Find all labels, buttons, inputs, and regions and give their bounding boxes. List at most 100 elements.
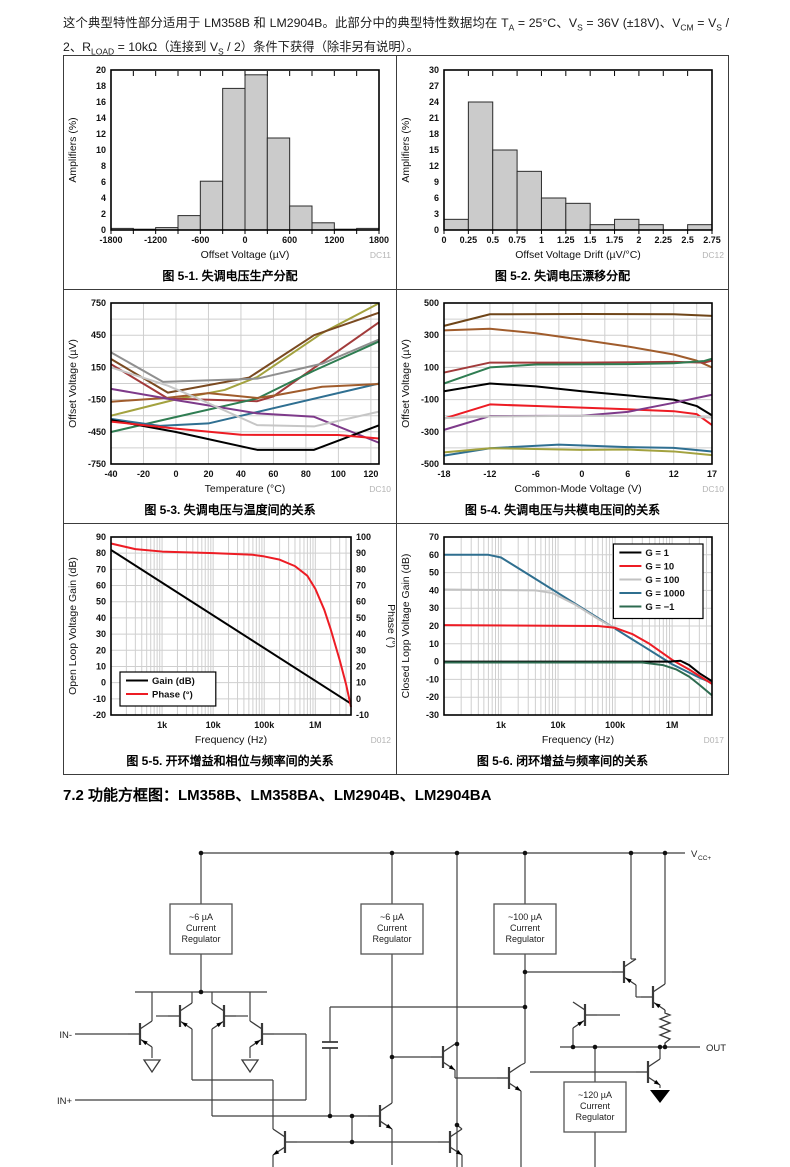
svg-text:D012: D012 (371, 735, 392, 745)
svg-text:0: 0 (101, 678, 106, 688)
vcc-sub-label: CC+ (698, 855, 711, 862)
transistor (166, 1001, 194, 1031)
svg-text:0: 0 (356, 694, 361, 704)
svg-text:27: 27 (428, 81, 438, 91)
svg-text:60: 60 (96, 581, 106, 591)
svg-text:14: 14 (96, 113, 106, 123)
svg-text:0.5: 0.5 (486, 235, 499, 245)
svg-text:1k: 1k (157, 720, 168, 730)
svg-text:100k: 100k (254, 720, 275, 730)
svg-text:60: 60 (268, 469, 278, 479)
svg-text:0: 0 (173, 469, 178, 479)
svg-text:8: 8 (101, 161, 106, 171)
svg-text:2.25: 2.25 (654, 235, 672, 245)
svg-text:120: 120 (363, 469, 378, 479)
svg-text:-18: -18 (437, 469, 450, 479)
svg-text:1k: 1k (496, 720, 507, 730)
svg-text:40: 40 (428, 585, 438, 595)
svg-text:20: 20 (428, 621, 438, 631)
svg-text:Frequency (Hz): Frequency (Hz) (541, 734, 613, 746)
svg-text:Amplifiers (%): Amplifiers (%) (400, 117, 412, 182)
svg-text:1: 1 (538, 235, 543, 245)
svg-text:G = 1: G = 1 (645, 548, 669, 559)
svg-text:Current: Current (580, 1101, 611, 1111)
svg-text:50: 50 (96, 597, 106, 607)
svg-text:-500: -500 (420, 459, 438, 469)
figure-5-2-caption: 图 5-2. 失调电压漂移分配 (494, 269, 631, 283)
svg-text:G = 1000: G = 1000 (645, 589, 684, 600)
svg-text:70: 70 (356, 581, 366, 591)
svg-text:DC10: DC10 (369, 484, 391, 494)
transistor (571, 1000, 599, 1030)
ground-icon (241, 1059, 259, 1073)
svg-text:Regulator: Regulator (181, 934, 220, 944)
svg-text:0: 0 (579, 469, 584, 479)
in-minus-label: IN- (59, 1030, 72, 1041)
svg-text:-750: -750 (88, 459, 106, 469)
svg-text:Current: Current (377, 923, 408, 933)
section-heading: 7.2 功能方框图：LM358B、LM358BA、LM2904B、LM2904B… (63, 787, 492, 804)
transistor (495, 1063, 523, 1093)
svg-text:450: 450 (91, 330, 106, 340)
svg-text:0.25: 0.25 (459, 235, 477, 245)
current-regulator-box-1: ~6 µA Current Regulator (169, 903, 233, 955)
svg-text:-12: -12 (483, 469, 496, 479)
svg-text:18: 18 (96, 81, 106, 91)
svg-text:-6: -6 (531, 469, 539, 479)
svg-text:0: 0 (242, 235, 247, 245)
junction-dots (198, 850, 668, 1145)
figure-5-2-chart: 0 0.25 0.5 0.75 1 1.25 1.5 1.75 2 2.25 2.5 2.75 0 3 6 9… (400, 65, 724, 261)
svg-text:1M: 1M (665, 720, 678, 730)
transistor (210, 1001, 238, 1031)
svg-text:40: 40 (96, 613, 106, 623)
svg-text:80: 80 (301, 469, 311, 479)
svg-text:20: 20 (356, 661, 366, 671)
svg-text:Open Loop Voltage Gain (dB): Open Loop Voltage Gain (dB) (67, 557, 79, 695)
svg-text:4: 4 (101, 193, 106, 203)
resistor (658, 1010, 672, 1047)
svg-text:10k: 10k (550, 720, 566, 730)
svg-text:Regulator: Regulator (372, 934, 411, 944)
svg-text:Offset Voltage (µV): Offset Voltage (µV) (67, 339, 79, 428)
transistor (639, 982, 667, 1012)
svg-text:1M: 1M (309, 720, 322, 730)
figure-5-1-cell: -1800 -1200 -600 0 600 1200 1800 0 2 4 6 8 10 12 14 16 1… (64, 56, 396, 289)
svg-text:Regulator: Regulator (575, 1112, 614, 1122)
typical-characteristics-grid: -1800 -1200 -600 0 600 1200 1800 0 2 4 6 8 10 12 14 16 1… (63, 55, 729, 775)
ground-icon (143, 1059, 161, 1073)
svg-text:DC12: DC12 (702, 250, 724, 260)
svg-text:Gain (dB): Gain (dB) (152, 676, 195, 687)
current-regulator-box-4: ~120 µA Current Regulator (563, 1081, 627, 1133)
svg-text:-30: -30 (425, 710, 438, 720)
svg-text:80: 80 (96, 548, 106, 558)
svg-text:2.75: 2.75 (703, 235, 721, 245)
svg-text:2: 2 (636, 235, 641, 245)
transistor (271, 1127, 299, 1157)
figure-5-5-chart: 1k 10k 100k 1M -20 -10 0 10 20 30 40 50 60 70 80 90 -10 0… (67, 532, 395, 746)
svg-text:24: 24 (428, 97, 438, 107)
svg-text:2: 2 (101, 209, 106, 219)
svg-text:-10: -10 (93, 694, 106, 704)
svg-text:30: 30 (428, 603, 438, 613)
svg-text:~100 µA: ~100 µA (508, 912, 542, 922)
svg-text:100: 100 (356, 532, 371, 542)
svg-text:20: 20 (96, 645, 106, 655)
svg-text:Phase (°): Phase (°) (385, 604, 395, 648)
svg-text:0.75: 0.75 (508, 235, 526, 245)
svg-text:70: 70 (428, 532, 438, 542)
svg-text:90: 90 (356, 548, 366, 558)
in-plus-label: IN+ (57, 1096, 73, 1107)
svg-text:600: 600 (282, 235, 297, 245)
svg-text:G = −1: G = −1 (645, 602, 675, 613)
svg-text:-600: -600 (191, 235, 209, 245)
svg-text:DC11: DC11 (370, 250, 391, 260)
svg-text:50: 50 (356, 613, 366, 623)
transistor (436, 1127, 464, 1157)
svg-text:10: 10 (428, 639, 438, 649)
svg-text:Closed Lopp Voltage Gain (dB): Closed Lopp Voltage Gain (dB) (400, 554, 412, 699)
svg-text:2.5: 2.5 (681, 235, 694, 245)
svg-text:30: 30 (356, 645, 366, 655)
intro-paragraph: 这个典型特性部分适用于 LM358B 和 LM2904B。此部分中的典型特性数据… (63, 16, 729, 57)
svg-text:30: 30 (96, 629, 106, 639)
svg-text:60: 60 (428, 550, 438, 560)
